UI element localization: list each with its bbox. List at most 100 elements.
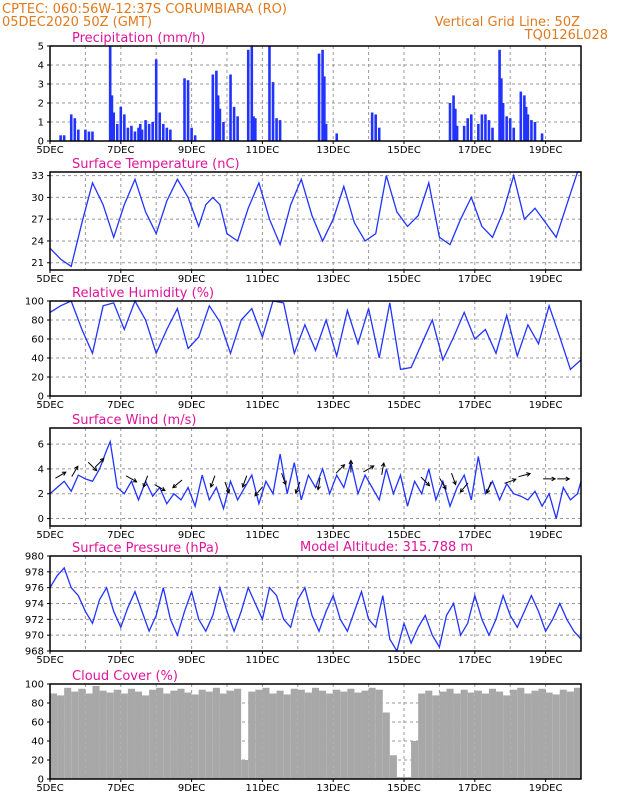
wind-arrow-icon [439,478,447,490]
cloud-bar [545,692,553,779]
header-grid-line: Vertical Grid Line: 50Z [435,15,580,30]
precip-bar [140,129,144,141]
precip-bar [211,74,215,141]
cloud-bar [340,691,348,779]
precip-bar [324,123,328,141]
precip-bar [317,53,321,141]
y-tick-label: 30 [31,193,44,204]
cloud-bar [219,693,227,779]
y-tick-label: 1 [38,118,44,129]
wind-arrow-icon [87,461,98,472]
wind-arrow-shaft [55,471,67,479]
y-tick-label: 0 [38,514,44,525]
y-tick-label: 20 [31,373,44,384]
wind-arrow-head [452,480,457,486]
cloud-bar [205,691,213,779]
precip-bar [236,116,239,141]
x-tick-label: 7DEC [107,655,134,666]
precip-bar [519,91,523,141]
cloud-bar [311,687,320,779]
wind-arrow-head [526,472,532,477]
precip-bar [232,106,236,141]
x-tick-label: 11DEC [246,783,280,794]
precip-bar [190,127,193,141]
wind-arrow-icon [125,475,138,483]
cloud-bar [50,693,58,779]
wind-arrow-head [132,478,138,483]
wind-arrow-shaft [281,473,287,485]
cloud-bar [156,687,164,779]
y-axis: 21 24 27 30 33 [31,171,50,269]
wind-arrow-head [442,485,447,490]
wind-arrow-icon [71,465,79,477]
x-tick-label: 7DEC [107,274,134,285]
precip-bar [487,120,491,141]
y-tick-label: 980 [25,552,44,563]
precip-bar [466,118,470,141]
series-line [49,299,582,371]
panel-title: Surface Temperature (nC) [72,157,240,172]
vertical-grid [84,301,547,396]
x-tick-label: 7DEC [107,783,134,794]
x-tick-label: 5DEC [36,145,63,156]
x-axis: 5DEC 7DEC 9DEC 11DEC 13DEC 15DEC 17DEC 19DEC [36,779,562,794]
series-line [49,566,582,653]
cloud-bar [262,687,270,779]
precip-bar [91,131,94,141]
cloud-bar [297,689,305,779]
x-tick-label: 13DEC [316,145,350,156]
panel-title: Cloud Cover (%) [72,669,178,684]
x-tick-label: 13DEC [316,400,350,411]
cloud-bar [234,688,242,779]
header-location: CPTEC: 060:56W-12:37S CORUMBIARA (RO) [2,2,287,17]
wind-arrow-shaft [381,462,385,475]
y-tick-label: 60 [31,335,44,346]
y-tick-label: 33 [31,171,44,182]
wind-arrow-head [551,476,557,482]
precip-bar [183,78,186,141]
precip-bar [370,112,374,141]
cloud-bar [198,689,206,779]
cloud-bar [85,693,93,779]
x-tick-label: 11DEC [246,274,280,285]
wind-arrow-icon [380,462,386,475]
y-tick-label: 972 [25,615,44,626]
cloud-bar [99,690,107,779]
precip-bar [137,127,140,141]
cloud-bar [389,755,397,779]
cloud-bar [396,777,404,779]
wind-arrow-shaft [420,476,430,486]
cloud-bar [460,689,468,779]
precip-bar [133,131,137,141]
x-tick-label: 17DEC [458,783,492,794]
precip-bar [161,123,165,141]
cloud-bar [411,741,419,779]
wind-arrow-icon [94,457,105,468]
y-tick-label: 27 [31,215,44,226]
wind-arrow-head [340,463,346,469]
cloud-bar [467,692,475,779]
wind-arrow-icon [142,475,149,488]
precip-bar [448,103,452,141]
horizontal-grid [50,571,581,636]
wind-arrow-shaft [439,478,447,490]
precip-bar [115,123,119,141]
x-axis: 5DEC 7DEC 9DEC 11DEC 13DEC 15DEC 17DEC 19DEC [36,141,562,156]
cloud-bar [375,689,383,779]
precip-bar [484,114,487,141]
wind-arrow-head [160,486,166,492]
wind-arrow-head [99,457,105,463]
cloud-bar [212,687,220,779]
precip-bar [119,106,123,141]
x-tick-label: 5DEC [36,655,63,666]
precip-bar [169,129,172,141]
y-tick-label: 0 [38,392,44,403]
precip-bar [252,116,255,141]
panel-title: Relative Humidity (%) [72,286,214,301]
wind-arrow-shaft [518,473,531,478]
precip-bar [469,114,473,141]
x-tick-label: 17DEC [458,655,492,666]
cloud-bar [474,690,482,779]
wind-arrow-shaft [459,482,469,493]
precip-bar [505,116,508,141]
